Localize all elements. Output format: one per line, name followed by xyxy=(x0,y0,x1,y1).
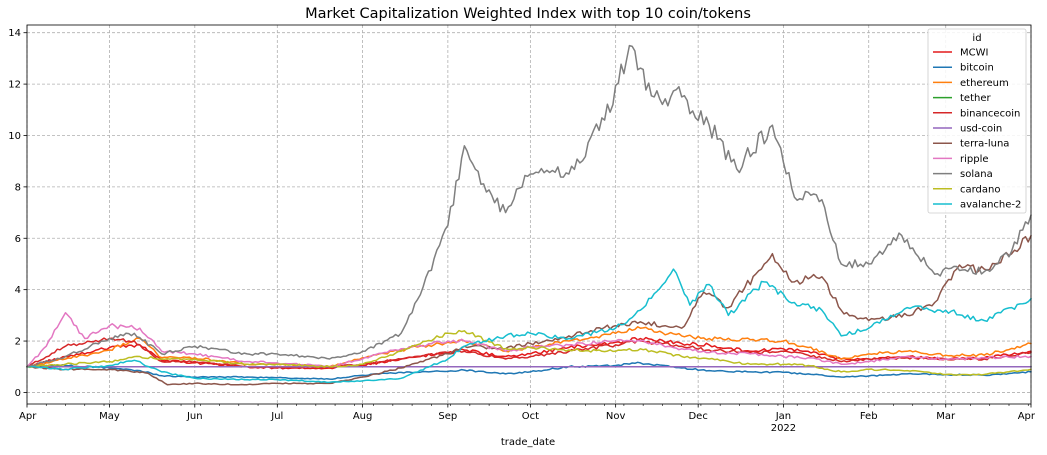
legend-title: id xyxy=(972,33,981,44)
y-tick-label: 14 xyxy=(8,28,21,39)
x-tick-label: Dec xyxy=(688,411,707,422)
legend-label-cardano: cardano xyxy=(960,184,1001,195)
legend-label-terra-luna: terra-luna xyxy=(960,139,1009,150)
chart-title: Market Capitalization Weighted Index wit… xyxy=(305,6,751,22)
series-lines xyxy=(26,44,1032,386)
legend-label-binancecoin: binancecoin xyxy=(960,108,1020,119)
legend-box xyxy=(927,28,1027,214)
y-tick-label: 2 xyxy=(15,337,21,348)
legend-label-tether: tether xyxy=(960,93,991,104)
x-tick-label: Jul xyxy=(270,411,283,422)
legend-label-avalanche-2: avalanche-2 xyxy=(960,200,1021,211)
legend-label-ethereum: ethereum xyxy=(960,78,1009,89)
x-tick-label: Jun xyxy=(186,411,203,422)
legend-label-bitcoin: bitcoin xyxy=(960,63,994,74)
legend-label-ripple: ripple xyxy=(960,154,989,165)
x-tick-label: Jan xyxy=(775,411,791,422)
series-line-terra-luna xyxy=(26,234,1032,386)
x-tick-label: May xyxy=(99,411,120,422)
series-line-cardano xyxy=(26,329,1032,376)
y-tick-label: 0 xyxy=(15,388,21,399)
series-line-bitcoin xyxy=(26,361,1032,380)
x-tick-label: Aug xyxy=(353,411,373,422)
y-tick-label: 10 xyxy=(8,131,21,142)
x-tick-label: Apr xyxy=(1018,411,1036,422)
series-line-MCWI xyxy=(26,336,1032,370)
x-tick-year-label: 2022 xyxy=(771,423,796,434)
x-tick-label: Sep xyxy=(438,411,457,422)
legend-label-solana: solana xyxy=(960,169,993,180)
x-axis-label: trade_date xyxy=(501,437,555,448)
legend: id MCWI bitcoin ethereum tether binancecoin u… xyxy=(927,28,1027,214)
series-line-solana xyxy=(26,44,1032,368)
y-tick-label: 12 xyxy=(8,80,21,91)
y-tick-label: 8 xyxy=(15,182,21,193)
series-line-avalanche-2 xyxy=(26,268,1032,384)
x-tick-label: Apr xyxy=(19,411,37,422)
plot-frame xyxy=(26,24,1032,405)
x-tick-label: Feb xyxy=(860,411,878,422)
legend-label-MCWI: MCWI xyxy=(960,48,988,59)
x-tick-label: Nov xyxy=(606,411,626,422)
y-axis: 0 2 4 6 8 10 12 14 xyxy=(8,28,27,399)
y-tick-label: 6 xyxy=(15,234,21,245)
x-tick-label: Oct xyxy=(522,411,539,422)
x-tick-label: Mar xyxy=(936,411,956,422)
y-tick-label: 4 xyxy=(15,285,21,296)
legend-label-usd-coin: usd-coin xyxy=(960,124,1002,135)
series-line-binancecoin xyxy=(26,337,1032,370)
